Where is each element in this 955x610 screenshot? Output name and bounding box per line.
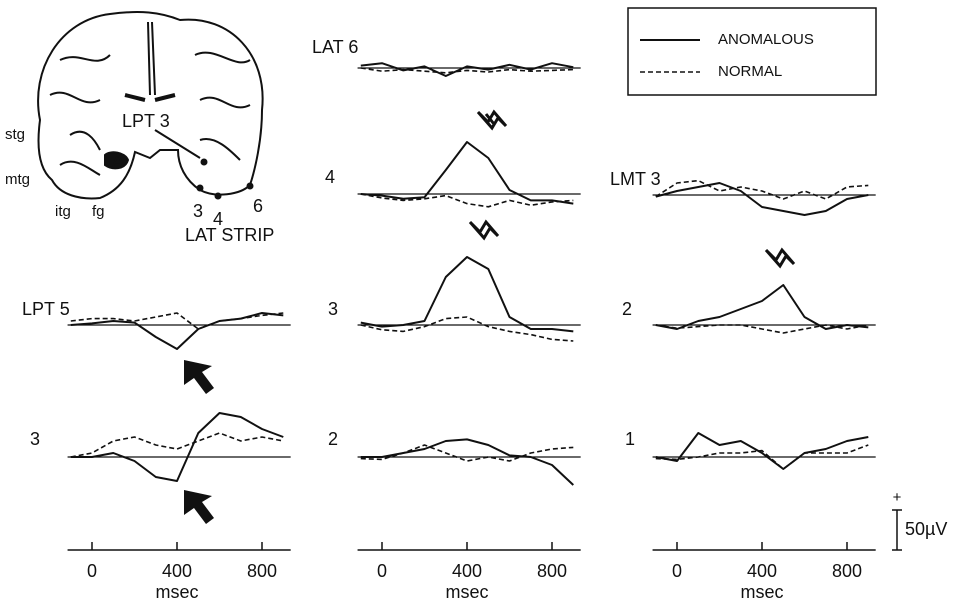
panel-label: 4 — [325, 167, 335, 187]
waveform — [655, 444, 869, 470]
waveform — [360, 62, 574, 77]
brain-outline — [37, 11, 264, 200]
x-tick-label: 800 — [537, 561, 567, 581]
x-axis-label: msec — [445, 582, 488, 602]
panel-label: LAT 6 — [312, 37, 358, 57]
brain-label: 4 — [213, 209, 223, 229]
panel-label: LPT 5 — [22, 299, 70, 319]
brain-label: stg — [5, 126, 25, 143]
waveform — [655, 284, 869, 330]
waveform — [70, 412, 284, 482]
panel-label: 3 — [30, 429, 40, 449]
arrows — [184, 109, 796, 524]
brain-label: fg — [92, 203, 105, 220]
waveform — [655, 324, 869, 334]
legend-box — [627, 7, 877, 96]
x-tick-label: 400 — [452, 561, 482, 581]
x-tick-label: 400 — [747, 561, 777, 581]
legend: ANOMALOUS NORMAL — [627, 7, 877, 96]
waveform — [360, 256, 574, 333]
waveform — [70, 432, 284, 458]
legend-label: NORMAL — [718, 63, 782, 80]
x-tick-label: 400 — [162, 561, 192, 581]
scale-label: 50µV — [905, 519, 947, 539]
x-tick-label: 0 — [377, 561, 387, 581]
brain-label: 6 — [253, 196, 263, 216]
waveform — [360, 193, 574, 208]
waveform — [360, 444, 574, 462]
electrodes — [196, 158, 254, 200]
waveform — [360, 67, 574, 74]
x-tick-label: 800 — [247, 561, 277, 581]
brain-label: LPT 3 — [122, 111, 170, 131]
panel-label: 3 — [328, 299, 338, 319]
brain-label: A — [112, 151, 124, 171]
waveform — [360, 141, 574, 205]
x-axis-label: msec — [155, 582, 198, 602]
scale-sign: + — [893, 489, 902, 506]
waveform — [655, 432, 869, 470]
x-tick-label: 0 — [672, 561, 682, 581]
waveform — [655, 182, 869, 216]
brain-label: itg — [55, 203, 71, 220]
waveform — [360, 316, 574, 342]
legend-label: ANOMALOUS — [718, 31, 814, 48]
panel-label: 2 — [328, 429, 338, 449]
panel-label: 1 — [625, 429, 635, 449]
brain-label: mtg — [5, 171, 30, 188]
panel-label: 2 — [622, 299, 632, 319]
x-tick-label: 800 — [832, 561, 862, 581]
waveform — [70, 312, 284, 330]
x-tick-label: 0 — [87, 561, 97, 581]
brain-label: LAT STRIP — [185, 225, 274, 245]
brain-label: 3 — [193, 201, 203, 221]
waveform — [360, 438, 574, 486]
x-axis-label: msec — [740, 582, 783, 602]
panel-label: LMT 3 — [610, 169, 661, 189]
waveform — [655, 179, 869, 200]
